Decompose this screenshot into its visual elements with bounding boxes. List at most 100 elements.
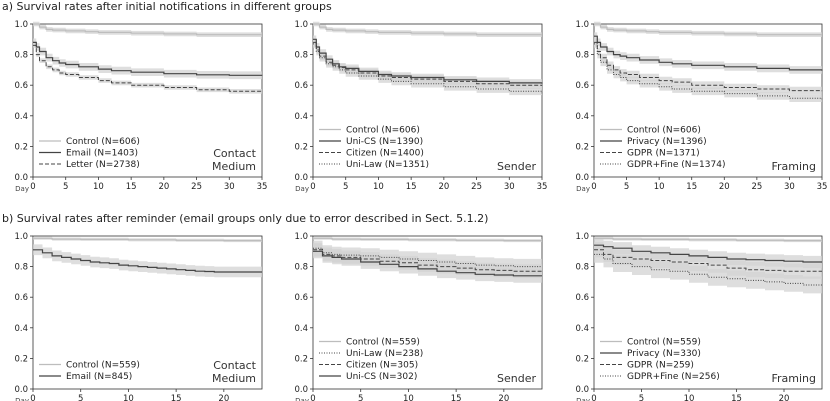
- legend-label: Privacy (N=1396): [627, 137, 707, 147]
- x-tick-label: 35: [817, 182, 828, 192]
- legend-label: Uni-CS (N=302): [346, 372, 417, 382]
- x-tick-label: 5: [639, 394, 644, 401]
- y-tick-label: 1.0: [294, 232, 308, 242]
- confidence-band: [33, 43, 262, 95]
- chart-a2: 0.0 0.2 0.4 0.6 0.8 1.0 0 5 10 15 20 25 30 35 Day Contr…: [294, 20, 547, 193]
- panel-annotation: Framing: [771, 160, 816, 173]
- x-tick-label: 15: [731, 394, 742, 401]
- y-tick-label: 0.6: [294, 81, 308, 91]
- plot-frame: [593, 235, 823, 390]
- series-line: [594, 249, 822, 272]
- y-tick-label: 0.2: [294, 354, 308, 364]
- y-tick-label: 0.0: [294, 173, 308, 183]
- plot-frame: [312, 235, 543, 390]
- y-tick-label: 0.8: [14, 263, 28, 273]
- chart-a3: 0.0 0.2 0.4 0.6 0.8 1.0 0 5 10 15 20 25 30 35 Day Contr…: [575, 20, 827, 193]
- y-tick-label: 0.0: [575, 173, 589, 183]
- chart-a1: 0.0 0.2 0.4 0.6 0.8 1.0 0 5 10 15 20 25 30 35 Day Contr…: [14, 20, 267, 193]
- y-tick-label: 0.0: [14, 173, 28, 183]
- panel-annotation: Framing: [771, 372, 816, 385]
- y-tick-label: 1.0: [14, 20, 28, 30]
- confidence-band: [33, 38, 262, 80]
- x-tick-label: 25: [751, 182, 762, 192]
- y-tick-label: 0.2: [575, 354, 589, 364]
- legend-label: Letter (N=2738): [66, 160, 140, 170]
- x-tick-label: 20: [719, 182, 730, 192]
- x-tick-label: 0: [30, 394, 35, 401]
- x-axis-label: Day: [295, 397, 309, 401]
- y-tick-label: 0.6: [14, 293, 28, 303]
- x-tick-label: 5: [358, 394, 363, 401]
- x-tick-label: 15: [406, 182, 417, 192]
- panel-annotation: Medium: [212, 160, 256, 173]
- chart-b2: 0.0 0.2 0.4 0.6 0.8 1.0 0 5 10 15 20 Day Control (N=…: [294, 232, 543, 401]
- series-line: [313, 38, 543, 84]
- x-tick-label: 10: [123, 394, 134, 401]
- y-tick-label: 0.0: [294, 385, 308, 395]
- x-tick-label: 0: [591, 394, 596, 401]
- y-tick-label: 0.4: [294, 324, 308, 334]
- legend-label: GDPR (N=1371): [627, 149, 700, 159]
- series-line: [594, 237, 822, 242]
- y-tick-label: 0.2: [14, 354, 28, 364]
- y-tick-label: 0.8: [14, 51, 28, 61]
- legend-label: Control (N=606): [627, 126, 701, 136]
- x-tick-label: 5: [343, 182, 348, 192]
- y-tick-label: 0.8: [294, 263, 308, 273]
- series-line: [33, 249, 262, 273]
- confidence-band: [313, 21, 542, 37]
- x-tick-label: 0: [310, 182, 315, 192]
- y-tick-label: 1.0: [294, 20, 308, 30]
- x-tick-label: 15: [451, 394, 462, 401]
- x-tick-label: 15: [126, 182, 137, 192]
- y-tick-label: 0.2: [14, 142, 28, 152]
- y-tick-label: 0.2: [294, 142, 308, 152]
- series-line: [594, 23, 822, 36]
- x-axis-label: Day: [295, 185, 309, 193]
- y-tick-label: 0.0: [14, 385, 28, 395]
- series-line: [33, 23, 262, 36]
- series-line: [313, 250, 542, 277]
- plot-frame: [32, 235, 263, 390]
- y-tick-label: 0.6: [575, 293, 589, 303]
- panel-annotation: Contact: [213, 359, 256, 372]
- chart-b1: 0.0 0.2 0.4 0.6 0.8 1.0 0 5 10 15 20 Day Control (N=…: [14, 232, 263, 401]
- legend-label: Control (N=559): [627, 338, 701, 348]
- series-line: [313, 43, 543, 94]
- legend-label: Control (N=559): [346, 338, 420, 348]
- legend-label: Citizen (N=305): [346, 361, 418, 371]
- legend-label: Control (N=606): [346, 126, 420, 136]
- x-tick-label: 20: [438, 182, 449, 192]
- x-tick-label: 10: [403, 394, 414, 401]
- series-line: [594, 43, 823, 100]
- x-axis-label: Day: [15, 185, 29, 193]
- section-b-title: b) Survival rates after reminder (email …: [2, 212, 489, 225]
- x-tick-label: 20: [498, 394, 509, 401]
- y-tick-label: 0.6: [575, 81, 589, 91]
- x-tick-label: 30: [504, 182, 515, 192]
- x-tick-label: 10: [654, 182, 665, 192]
- y-tick-label: 0.4: [294, 112, 308, 122]
- x-tick-label: 15: [171, 394, 182, 401]
- series-line: [313, 41, 543, 86]
- plot-frame: [32, 23, 263, 178]
- chart-b3: 0.0 0.2 0.4 0.6 0.8 1.0 0 5 10 15 20 Day Control (N=…: [575, 232, 823, 401]
- series-line: [33, 237, 262, 242]
- y-tick-label: 1.0: [14, 232, 28, 242]
- x-tick-label: 30: [784, 182, 795, 192]
- legend-label: Uni-Law (N=238): [346, 349, 423, 359]
- plot-frame: [312, 23, 543, 178]
- confidence-band: [313, 244, 542, 283]
- y-tick-label: 0.6: [294, 293, 308, 303]
- legend-label: Email (N=845): [66, 372, 132, 382]
- y-tick-label: 0.8: [575, 51, 589, 61]
- series-line: [33, 41, 263, 76]
- x-tick-label: 0: [310, 394, 315, 401]
- y-tick-label: 0.8: [294, 51, 308, 61]
- legend-label: Citizen (N=1400): [346, 149, 424, 159]
- y-tick-label: 0.2: [575, 142, 589, 152]
- x-tick-label: 35: [257, 182, 268, 192]
- series-line: [594, 35, 823, 71]
- x-tick-label: 20: [779, 394, 790, 401]
